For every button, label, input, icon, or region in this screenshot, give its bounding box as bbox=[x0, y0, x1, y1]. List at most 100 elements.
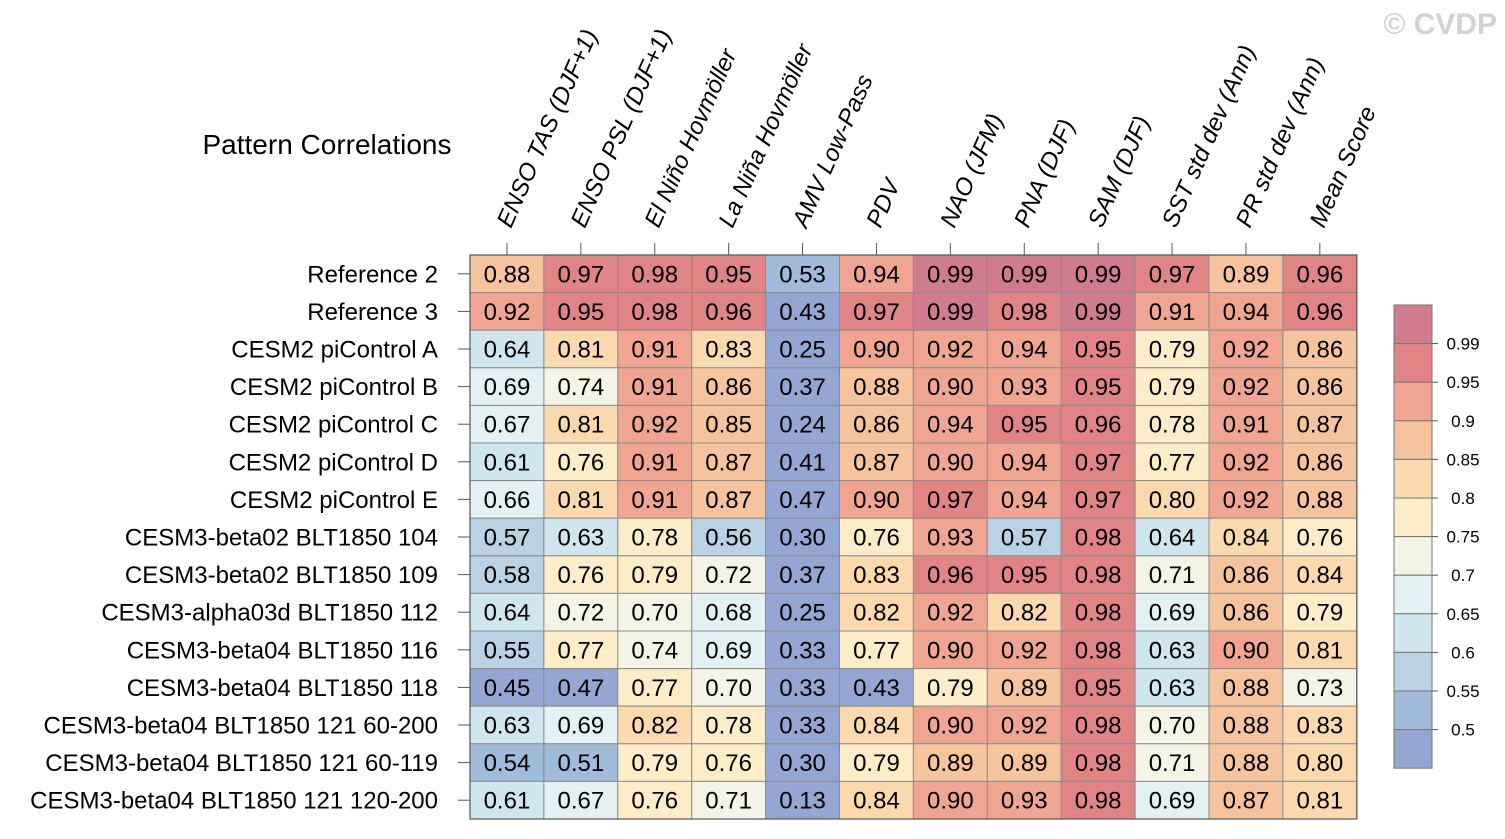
cell-value-label: 0.83 bbox=[1296, 713, 1343, 740]
row-label-cesm2-picontrol-e: CESM2 piControl E bbox=[230, 487, 438, 514]
cell-value-label: 0.64 bbox=[484, 337, 531, 364]
heatmap-cell bbox=[1060, 292, 1136, 331]
heatmap-cell bbox=[765, 329, 840, 369]
cell-value-label: 0.57 bbox=[484, 525, 531, 552]
heatmap-cell bbox=[1282, 367, 1358, 406]
heatmap-cell bbox=[1208, 480, 1284, 519]
cell-value-label: 0.70 bbox=[1149, 713, 1196, 740]
heatmap-cell bbox=[912, 668, 988, 707]
column-label-pdv: PDV bbox=[861, 174, 907, 232]
heatmap-cell bbox=[1134, 292, 1210, 331]
cell-value-label: 0.91 bbox=[1149, 299, 1196, 326]
row-label-cesm3-beta04-blt1850-121-60-119: CESM3-beta04 BLT1850 121 60-119 bbox=[45, 750, 438, 777]
heatmap-cell bbox=[1134, 743, 1210, 782]
cell-value-label: 0.97 bbox=[1149, 261, 1196, 288]
cell-value-label: 0.97 bbox=[557, 261, 604, 288]
heatmap-cell bbox=[1282, 630, 1358, 670]
cell-value-label: 0.69 bbox=[705, 637, 752, 664]
heatmap-cell bbox=[543, 592, 619, 632]
cell-value-label: 0.94 bbox=[1001, 337, 1048, 364]
heatmap-cell bbox=[765, 592, 840, 632]
cell-value-label: 0.71 bbox=[1149, 562, 1196, 589]
cell-value-label: 0.25 bbox=[779, 337, 826, 364]
heatmap-cell bbox=[469, 630, 545, 670]
cell-value-label: 0.88 bbox=[1223, 750, 1270, 777]
colorbar-label: 0.95 bbox=[1446, 373, 1479, 392]
cell-value-label: 0.86 bbox=[853, 412, 900, 439]
heatmap-cell bbox=[1134, 442, 1210, 482]
heatmap-cell bbox=[469, 555, 545, 594]
cell-value-label: 0.97 bbox=[927, 487, 974, 514]
cell-value-label: 0.70 bbox=[705, 675, 752, 702]
heatmap-cell bbox=[1282, 592, 1358, 632]
cell-value-label: 0.93 bbox=[1001, 788, 1048, 815]
cell-value-label: 0.98 bbox=[1075, 713, 1122, 740]
cell-value-label: 0.93 bbox=[1001, 374, 1048, 401]
heatmap-cell bbox=[1282, 254, 1358, 294]
cell-value-label: 0.77 bbox=[853, 637, 900, 664]
heatmap-cell bbox=[691, 367, 767, 406]
heatmap-cell bbox=[617, 329, 693, 369]
heatmap-cell bbox=[1134, 780, 1210, 820]
cell-value-label: 0.98 bbox=[1075, 562, 1122, 589]
colorbar-label: 0.5 bbox=[1451, 721, 1475, 740]
row-label-cesm3-beta04-blt1850-121-120-200: CESM3-beta04 BLT1850 121 120-200 bbox=[30, 788, 438, 815]
heatmap-cell bbox=[1208, 705, 1284, 745]
cell-value-label: 0.87 bbox=[705, 487, 752, 514]
heatmap-cell bbox=[765, 780, 840, 820]
cell-value-label: 0.84 bbox=[1296, 562, 1343, 589]
cell-value-label: 0.98 bbox=[631, 261, 678, 288]
heatmap-cell bbox=[1282, 705, 1358, 745]
heatmap-cell bbox=[691, 480, 767, 519]
column-label-mean-score: Mean Score bbox=[1305, 102, 1382, 231]
cell-value-label: 0.61 bbox=[484, 788, 531, 815]
colorbar-label: 0.55 bbox=[1446, 682, 1479, 701]
cell-value-label: 0.25 bbox=[779, 600, 826, 627]
cell-value-label: 0.82 bbox=[631, 713, 678, 740]
column-label-nao-jfm: NAO (JFM) bbox=[935, 110, 1009, 232]
cell-value-label: 0.57 bbox=[1001, 525, 1048, 552]
cell-value-label: 0.87 bbox=[705, 449, 752, 476]
cell-value-label: 0.41 bbox=[779, 449, 826, 476]
cell-value-label: 0.73 bbox=[1296, 675, 1343, 702]
cell-value-label: 0.63 bbox=[484, 713, 531, 740]
cell-value-label: 0.91 bbox=[631, 487, 678, 514]
cell-value-label: 0.99 bbox=[927, 261, 974, 288]
cell-value-label: 0.92 bbox=[927, 600, 974, 627]
heatmap-cell bbox=[986, 630, 1062, 670]
cell-value-label: 0.76 bbox=[631, 788, 678, 815]
cell-value-label: 0.67 bbox=[484, 412, 531, 439]
heatmap-cell bbox=[469, 743, 545, 782]
cell-value-label: 0.83 bbox=[705, 337, 752, 364]
colorbar-label: 0.6 bbox=[1451, 643, 1475, 662]
cell-value-label: 0.98 bbox=[1001, 299, 1048, 326]
cell-value-label: 0.81 bbox=[1296, 637, 1343, 664]
heatmap-cell bbox=[1282, 442, 1358, 482]
cell-value-label: 0.90 bbox=[927, 449, 974, 476]
cell-value-label: 0.74 bbox=[631, 637, 678, 664]
heatmap-cell bbox=[543, 404, 619, 444]
cell-value-label: 0.77 bbox=[1149, 449, 1196, 476]
heatmap-cell bbox=[912, 705, 988, 745]
heatmap-cell bbox=[1060, 555, 1136, 594]
heatmap-cell bbox=[691, 743, 767, 782]
heatmap-cell bbox=[839, 442, 914, 482]
heatmap-cell bbox=[1134, 592, 1210, 632]
heatmap-cell bbox=[1282, 743, 1358, 782]
heatmap-cell bbox=[1208, 780, 1284, 820]
colorbar-segment bbox=[1393, 651, 1433, 692]
heatmap-cell bbox=[765, 705, 840, 745]
cell-value-label: 0.54 bbox=[484, 750, 531, 777]
cell-value-label: 0.89 bbox=[1223, 261, 1270, 288]
cell-value-label: 0.89 bbox=[927, 750, 974, 777]
heatmap-cell bbox=[912, 404, 988, 444]
heatmap-cell bbox=[691, 292, 767, 331]
cell-value-label: 0.96 bbox=[705, 299, 752, 326]
colorbar: 0.99 0.95 0.9 0.85 0.8 0.75 0.7 0.65 0.6 0.55 0.5 bbox=[1393, 304, 1480, 769]
heatmap-cell bbox=[1208, 668, 1284, 707]
cell-value-label: 0.82 bbox=[853, 600, 900, 627]
cell-value-label: 0.94 bbox=[1001, 449, 1048, 476]
row-label-cesm3-beta02-blt1850-104: CESM3-beta02 BLT1850 104 bbox=[125, 525, 438, 552]
cell-value-label: 0.87 bbox=[1296, 412, 1343, 439]
heatmap-cell bbox=[469, 442, 545, 482]
